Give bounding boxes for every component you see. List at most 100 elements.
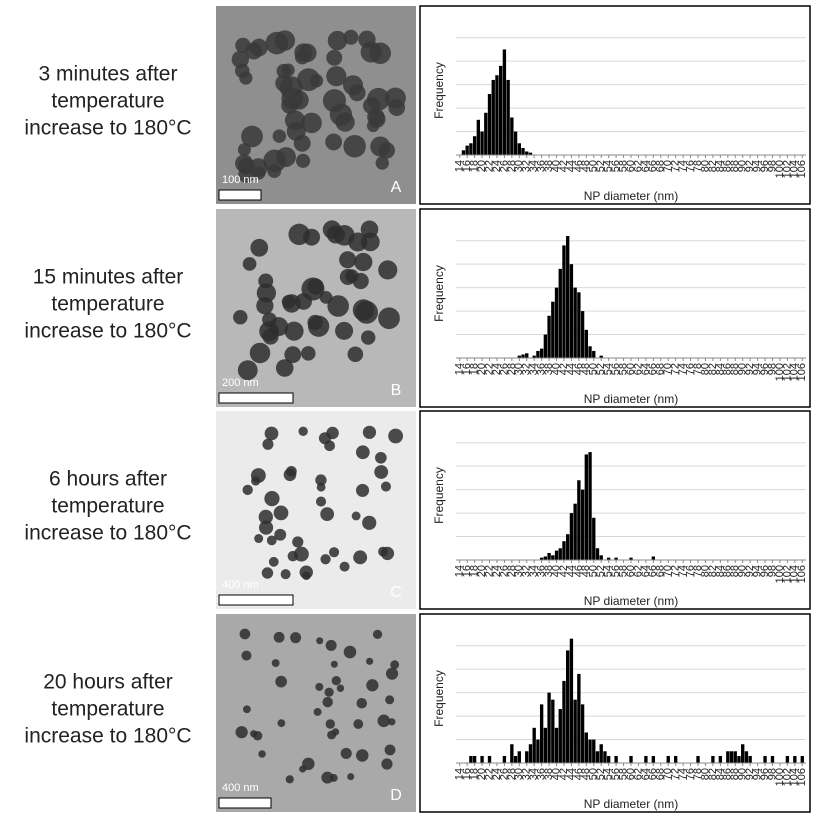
x-tick-label: 28	[506, 363, 518, 375]
particle	[307, 314, 323, 331]
x-tick-label: 90	[737, 160, 749, 172]
particle	[362, 515, 377, 530]
x-tick-label: 56	[610, 363, 622, 375]
x-tick-label: 26	[498, 768, 510, 780]
bar	[543, 727, 548, 763]
chart-frame	[419, 613, 811, 813]
particle	[233, 310, 248, 325]
particle	[343, 29, 359, 45]
particle	[322, 696, 333, 708]
x-tick-label: 102	[781, 768, 793, 786]
bar	[580, 311, 585, 358]
particle	[335, 321, 354, 340]
y-axis-label: Frequency	[432, 265, 446, 322]
particle	[264, 491, 280, 507]
particle	[354, 252, 373, 272]
x-tick-label: 54	[603, 565, 615, 577]
bar	[644, 755, 648, 763]
x-tick-label: 58	[617, 363, 629, 375]
x-tick-label: 46	[573, 160, 585, 172]
x-tick-label: 28	[506, 565, 518, 577]
x-tick-label: 22	[483, 565, 495, 577]
bar	[521, 354, 525, 358]
x-tick-label: 68	[655, 363, 667, 375]
x-tick-label: 46	[573, 768, 585, 780]
tem-image: 400 nm C	[216, 411, 416, 609]
x-tick-label: 100	[774, 363, 786, 381]
bar	[469, 143, 473, 155]
particle	[351, 511, 361, 521]
x-tick-label: 26	[498, 565, 510, 577]
particle	[237, 143, 251, 157]
x-tick-label: 14	[454, 768, 466, 780]
x-tick-label: 56	[610, 565, 622, 577]
particle	[235, 154, 254, 173]
x-tick-label: 90	[737, 565, 749, 577]
bar	[554, 727, 559, 763]
x-tick-label: 44	[565, 565, 577, 577]
x-tick-label: 92	[744, 565, 756, 577]
particle	[374, 465, 389, 479]
particle	[267, 164, 282, 179]
particle	[348, 84, 366, 102]
row-label: 20 hours after	[43, 671, 173, 694]
particle	[283, 468, 297, 482]
particle	[298, 426, 308, 437]
bar	[614, 755, 618, 763]
bar	[532, 355, 536, 358]
x-tick-label: 66	[647, 363, 659, 375]
x-tick-label: 86	[722, 363, 734, 375]
bar	[536, 350, 540, 358]
tem-image: 400 nm D	[216, 614, 416, 812]
x-tick-label: 54	[603, 160, 615, 172]
x-axis-label: NP diameter (nm)	[584, 594, 678, 608]
bar	[569, 638, 574, 763]
x-tick-label: 62	[632, 768, 644, 780]
particle	[329, 547, 340, 558]
bar	[603, 751, 607, 763]
panel-letter: A	[391, 179, 402, 196]
row-label: 3 minutes after	[39, 63, 178, 86]
particle	[315, 496, 327, 507]
x-tick-label: 48	[580, 565, 592, 577]
particle	[378, 142, 396, 159]
particle	[302, 571, 311, 581]
bar	[770, 755, 775, 763]
bar	[629, 755, 633, 763]
bar	[577, 480, 581, 560]
x-tick-label: 42	[558, 160, 570, 172]
bar	[566, 650, 570, 763]
x-tick-label: 22	[483, 160, 495, 172]
x-tick-label: 38	[543, 363, 555, 375]
x-tick-label: 60	[625, 363, 637, 375]
bar	[543, 334, 548, 358]
x-tick-label: 40	[550, 160, 562, 172]
x-tick-label: 78	[692, 565, 704, 577]
x-tick-label: 60	[625, 768, 637, 780]
particle	[266, 535, 277, 546]
x-tick-label: 28	[506, 160, 518, 172]
x-tick-label: 30	[513, 363, 525, 375]
x-tick-label: 64	[640, 565, 652, 577]
bar	[502, 755, 507, 763]
x-tick-label: 18	[469, 160, 481, 172]
x-tick-label: 94	[752, 768, 764, 780]
particle	[339, 268, 356, 285]
particle	[315, 474, 327, 486]
x-tick-label: 20	[476, 565, 488, 577]
x-tick-label: 36	[536, 768, 548, 780]
bar	[674, 755, 678, 763]
particle	[313, 708, 322, 716]
particle	[333, 225, 355, 246]
bar	[469, 755, 473, 763]
x-tick-label: 34	[528, 363, 540, 375]
bar	[569, 264, 574, 358]
x-tick-label: 78	[692, 160, 704, 172]
particle	[277, 719, 286, 728]
particle	[361, 330, 376, 345]
x-tick-label: 58	[617, 160, 629, 172]
particle	[276, 147, 296, 167]
x-tick-label: 94	[752, 565, 764, 577]
particle	[378, 260, 398, 280]
